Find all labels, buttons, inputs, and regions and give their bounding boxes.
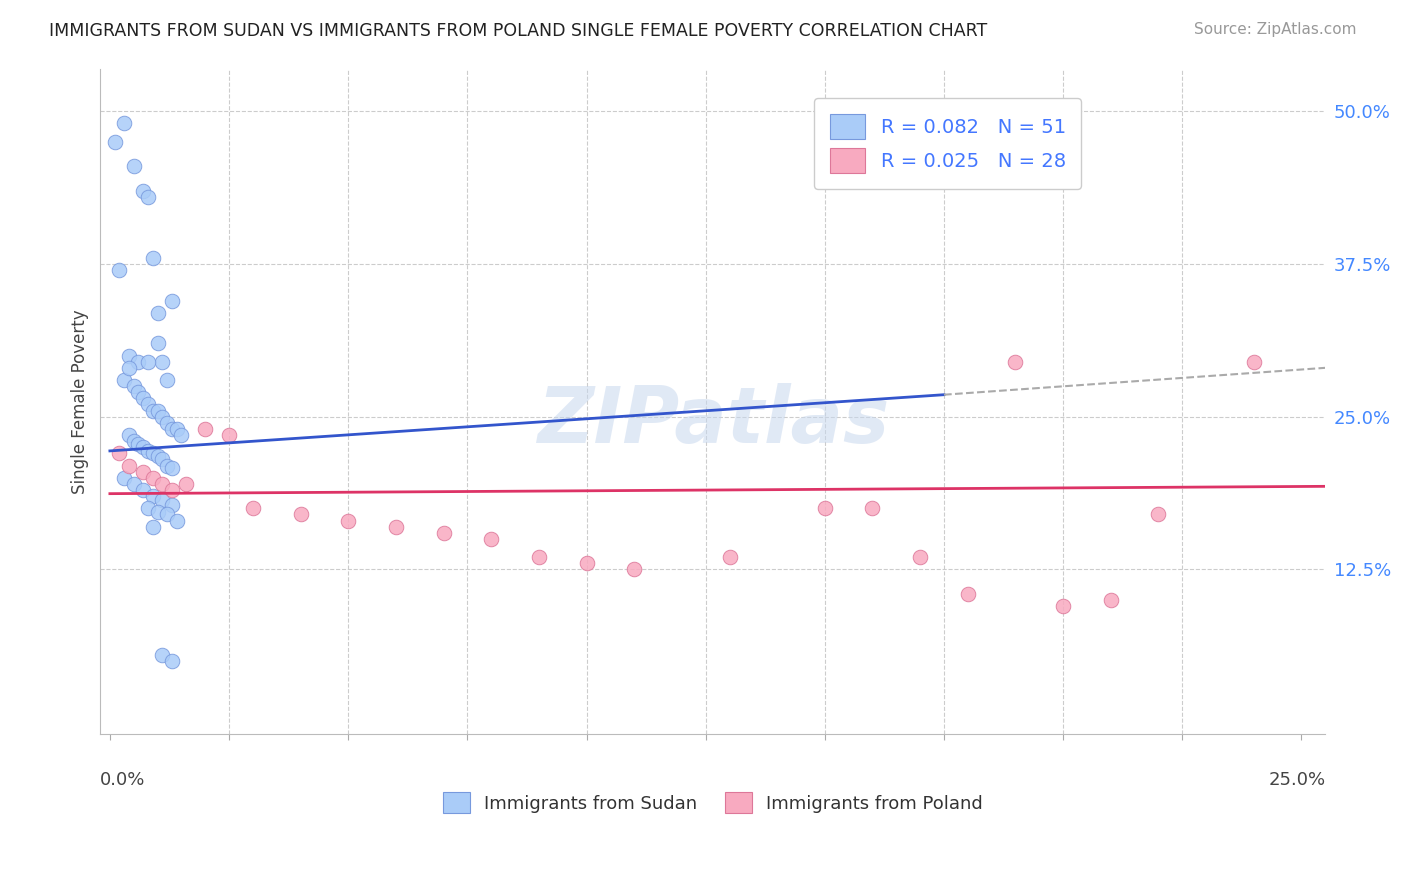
- Point: [122, 476, 145, 491]
- Point: [142, 471, 165, 485]
- Point: [1099, 593, 1122, 607]
- Point: [1052, 599, 1074, 613]
- Point: [122, 434, 145, 449]
- Point: [132, 465, 155, 479]
- Point: [132, 392, 155, 406]
- Point: [160, 422, 183, 436]
- Point: [112, 471, 135, 485]
- Point: [142, 489, 165, 503]
- Point: [112, 116, 135, 130]
- Point: [479, 532, 502, 546]
- Point: [150, 492, 173, 507]
- Point: [118, 428, 141, 442]
- Point: [174, 476, 197, 491]
- Point: [136, 355, 159, 369]
- Point: [150, 355, 173, 369]
- Point: [908, 550, 931, 565]
- Point: [1243, 355, 1265, 369]
- Point: [623, 562, 645, 576]
- Point: [160, 461, 183, 475]
- Point: [150, 476, 173, 491]
- Point: [385, 519, 408, 533]
- Legend: Immigrants from Sudan, Immigrants from Poland: Immigrants from Sudan, Immigrants from P…: [434, 783, 991, 822]
- Point: [118, 349, 141, 363]
- Point: [136, 443, 159, 458]
- Point: [142, 251, 165, 265]
- Y-axis label: Single Female Poverty: Single Female Poverty: [72, 310, 89, 494]
- Point: [160, 293, 183, 308]
- Point: [136, 397, 159, 411]
- Point: [956, 587, 979, 601]
- Point: [146, 449, 169, 463]
- Point: [136, 190, 159, 204]
- Point: [575, 556, 598, 570]
- Point: [122, 159, 145, 173]
- Point: [127, 355, 149, 369]
- Point: [194, 422, 217, 436]
- Point: [108, 446, 131, 460]
- Point: [166, 422, 188, 436]
- Point: [814, 501, 837, 516]
- Point: [112, 373, 135, 387]
- Point: [150, 409, 173, 424]
- Point: [136, 501, 159, 516]
- Point: [146, 403, 169, 417]
- Point: [156, 458, 179, 473]
- Point: [527, 550, 550, 565]
- Point: [150, 648, 173, 662]
- Point: [122, 379, 145, 393]
- Point: [142, 519, 165, 533]
- Point: [127, 385, 149, 400]
- Text: 0.0%: 0.0%: [100, 771, 146, 789]
- Point: [156, 416, 179, 430]
- Point: [132, 483, 155, 497]
- Point: [1004, 355, 1026, 369]
- Point: [166, 514, 188, 528]
- Point: [160, 483, 183, 497]
- Point: [718, 550, 741, 565]
- Point: [127, 436, 149, 450]
- Point: [170, 428, 193, 442]
- Point: [104, 135, 127, 149]
- Point: [218, 428, 240, 442]
- Point: [132, 184, 155, 198]
- Point: [1147, 508, 1170, 522]
- Point: [160, 498, 183, 512]
- Text: 25.0%: 25.0%: [1268, 771, 1326, 789]
- Point: [118, 360, 141, 375]
- Point: [132, 440, 155, 454]
- Point: [146, 306, 169, 320]
- Point: [432, 525, 454, 540]
- Point: [146, 505, 169, 519]
- Point: [290, 508, 312, 522]
- Point: [242, 501, 264, 516]
- Point: [337, 514, 360, 528]
- Point: [146, 336, 169, 351]
- Point: [156, 373, 179, 387]
- Point: [862, 501, 884, 516]
- Point: [150, 452, 173, 467]
- Point: [142, 446, 165, 460]
- Point: [108, 263, 131, 277]
- Point: [142, 403, 165, 417]
- Text: ZIPatlas: ZIPatlas: [537, 384, 889, 459]
- Point: [156, 508, 179, 522]
- Point: [118, 458, 141, 473]
- Text: IMMIGRANTS FROM SUDAN VS IMMIGRANTS FROM POLAND SINGLE FEMALE POVERTY CORRELATIO: IMMIGRANTS FROM SUDAN VS IMMIGRANTS FROM…: [49, 22, 987, 40]
- Point: [160, 654, 183, 668]
- Text: Source: ZipAtlas.com: Source: ZipAtlas.com: [1194, 22, 1357, 37]
